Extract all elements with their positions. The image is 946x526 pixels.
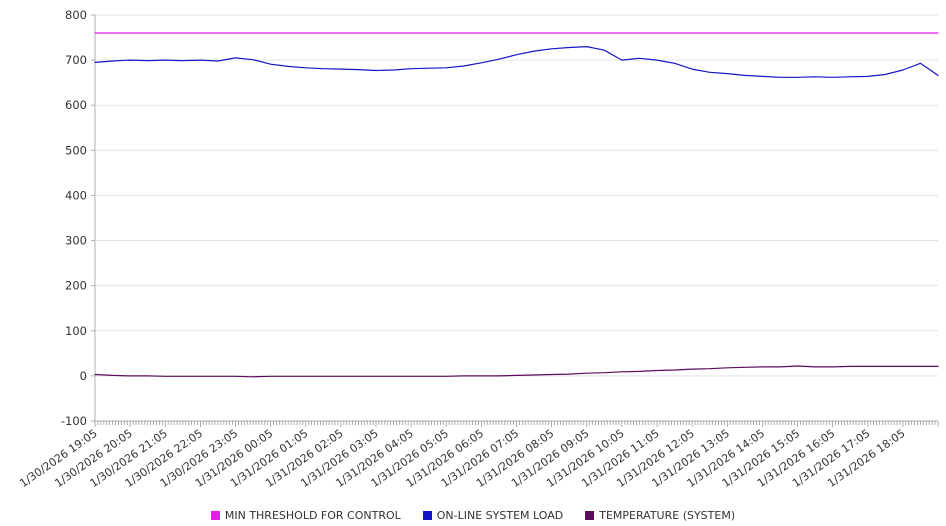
svg-text:-100: -100 (61, 414, 87, 428)
legend-swatch-temperature-icon (585, 511, 595, 520)
svg-text:700: 700 (65, 53, 87, 67)
legend-item-temperature: TEMPERATURE (SYSTEM) (585, 509, 735, 522)
legend-label-system-load: ON-LINE SYSTEM LOAD (436, 509, 564, 522)
legend-item-min-threshold: MIN THRESHOLD FOR CONTROL (210, 509, 401, 522)
svg-text:300: 300 (65, 234, 87, 248)
legend-swatch-system-load-icon (422, 511, 432, 520)
svg-text:400: 400 (65, 188, 87, 202)
svg-text:100: 100 (65, 324, 87, 338)
svg-text:500: 500 (65, 143, 87, 157)
chart-legend: MIN THRESHOLD FOR CONTROL ON-LINE SYSTEM… (0, 509, 946, 522)
legend-label-temperature: TEMPERATURE (SYSTEM) (599, 509, 736, 522)
svg-text:600: 600 (65, 98, 87, 112)
legend-label-min-threshold: MIN THRESHOLD FOR CONTROL (224, 509, 401, 522)
legend-item-system-load: ON-LINE SYSTEM LOAD (422, 509, 564, 522)
svg-text:200: 200 (65, 279, 87, 293)
legend-swatch-min-threshold-icon (210, 511, 220, 520)
svg-text:0: 0 (80, 369, 87, 383)
svg-text:800: 800 (65, 8, 87, 22)
